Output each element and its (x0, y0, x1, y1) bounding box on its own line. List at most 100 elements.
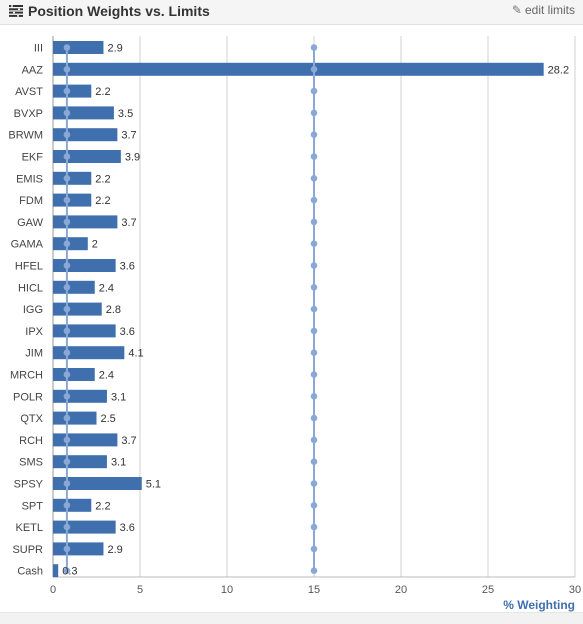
limit-marker (63, 240, 71, 247)
category-label: GAW (17, 217, 43, 229)
bar-ekf (53, 150, 121, 163)
x-tick-label: 10 (221, 584, 233, 596)
limit-marker (63, 196, 71, 204)
limit-marker (310, 545, 318, 553)
value-label: 2.2 (95, 86, 110, 98)
bar-ketl (53, 520, 116, 534)
x-tick-label: 15 (308, 584, 320, 596)
limit-marker (310, 196, 318, 204)
category-label: RCH (19, 435, 43, 447)
value-label: 4.1 (128, 348, 143, 360)
value-label: 2.4 (99, 282, 114, 294)
limit-marker (310, 567, 318, 574)
limit-marker (310, 109, 318, 117)
category-label: EMIS (16, 173, 43, 185)
bar-polr (53, 389, 107, 403)
bar-ipx (53, 324, 116, 338)
value-label: 3.5 (118, 108, 133, 120)
category-label: FDM (19, 195, 43, 207)
category-label: MRCH (10, 370, 43, 382)
category-label: IGG (23, 304, 43, 316)
bar-avst (53, 84, 92, 98)
limit-marker (310, 523, 318, 531)
category-label: SMS (19, 457, 43, 469)
limit-marker (63, 175, 71, 182)
bar-mrch (53, 368, 95, 381)
limit-marker (310, 480, 318, 487)
bar-igg (53, 302, 102, 316)
category-label: AAZ (22, 64, 44, 76)
limit-lines (63, 44, 318, 574)
limit-marker (310, 327, 318, 335)
limit-marker (63, 44, 71, 51)
bars (53, 41, 544, 578)
value-label: 2.2 (95, 195, 110, 207)
value-label: 2.9 (107, 43, 122, 55)
category-label: SPT (22, 500, 44, 512)
bar-supr (53, 542, 104, 556)
limit-marker (63, 262, 71, 269)
limit-marker (310, 240, 318, 247)
category-label: HICL (18, 282, 43, 294)
category-label: BRWM (8, 130, 43, 142)
edit-icon: ✎ (511, 3, 522, 17)
bar-cash (53, 564, 59, 578)
category-label: SUPR (12, 544, 43, 556)
value-label: 2.5 (101, 413, 116, 425)
category-label: BVXP (14, 108, 43, 120)
bar-fdm (53, 193, 92, 207)
category-label: KETL (15, 522, 43, 534)
value-label: 3.6 (120, 261, 135, 273)
value-label: 3.1 (111, 391, 126, 403)
value-label: 2.9 (107, 544, 122, 556)
limit-marker (310, 218, 318, 226)
panel-header: Position Weights vs. Limits ✎ edit limit… (0, 0, 583, 25)
labels: 0 5 10 15 20 25 30 III 2.9 AAZ 28.2 AVST 2.2 BVXP 3.5 B… (8, 43, 581, 597)
value-label: 3.1 (111, 457, 126, 469)
value-label: 3.7 (121, 217, 136, 229)
limit-marker (63, 414, 71, 422)
value-label: 3.7 (121, 435, 136, 447)
x-tick-label: 0 (50, 584, 56, 596)
list-icon (9, 5, 23, 17)
bar-jim (53, 346, 125, 360)
bar-iii (53, 41, 104, 54)
value-label: 3.9 (125, 152, 140, 164)
limit-marker (63, 545, 71, 553)
x-tick-label: 20 (395, 584, 407, 596)
value-label: 28.2 (548, 64, 569, 76)
category-label: EKF (22, 152, 44, 164)
limit-marker (310, 414, 318, 422)
category-label: GAMA (11, 239, 44, 251)
bar-chart: 0 5 10 15 20 25 30 III 2.9 AAZ 28.2 AVST 2.2 BVXP 3.5 B… (8, 36, 581, 612)
value-label: 2.2 (95, 173, 110, 185)
category-label: JIM (25, 348, 43, 360)
limit-marker (63, 480, 71, 487)
bar-gama (53, 237, 88, 251)
limit-marker (63, 349, 71, 357)
limit-marker (63, 87, 71, 95)
category-label: III (34, 43, 43, 55)
limit-marker (310, 371, 318, 378)
value-label: 2.2 (95, 500, 110, 512)
limit-marker (310, 436, 318, 444)
bar-bvxp (53, 106, 114, 120)
value-label: 2.8 (106, 304, 121, 316)
bar-aaz (53, 62, 544, 76)
edit-limits-link[interactable]: ✎ edit limits (512, 3, 575, 17)
chart-title: Position Weights vs. Limits (28, 3, 210, 19)
limit-marker (310, 66, 318, 73)
limit-marker (310, 262, 318, 269)
edit-limits-label: edit limits (524, 3, 575, 17)
category-label: HFEL (15, 261, 43, 273)
x-axis-title: % Weighting (503, 598, 575, 612)
x-tick-label: 5 (137, 584, 143, 596)
bar-emis (53, 171, 92, 185)
value-label: 2.4 (99, 370, 114, 382)
x-tick-label: 30 (569, 584, 581, 596)
value-label: 3.6 (120, 326, 135, 338)
limit-marker (310, 131, 318, 138)
bar-brwm (53, 128, 118, 142)
category-label: POLR (13, 391, 43, 403)
limit-marker (310, 44, 318, 51)
